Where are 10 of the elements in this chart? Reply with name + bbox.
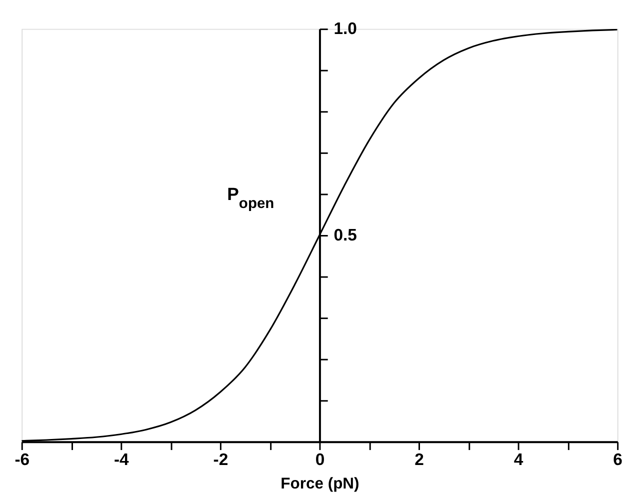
x-tick-label: 6 xyxy=(613,450,622,469)
x-tick-label: -4 xyxy=(114,450,130,469)
x-tick-label: 0 xyxy=(315,450,325,469)
x-tick-label: 4 xyxy=(514,450,524,469)
y-tick-label: 1.0 xyxy=(334,19,357,38)
y-tick-label: 0.5 xyxy=(334,226,357,245)
x-tick-label: -2 xyxy=(213,450,228,469)
x-tick-label: 2 xyxy=(414,450,424,469)
x-axis-title: Force (pN) xyxy=(280,475,360,492)
x-tick-label: -6 xyxy=(14,450,30,469)
